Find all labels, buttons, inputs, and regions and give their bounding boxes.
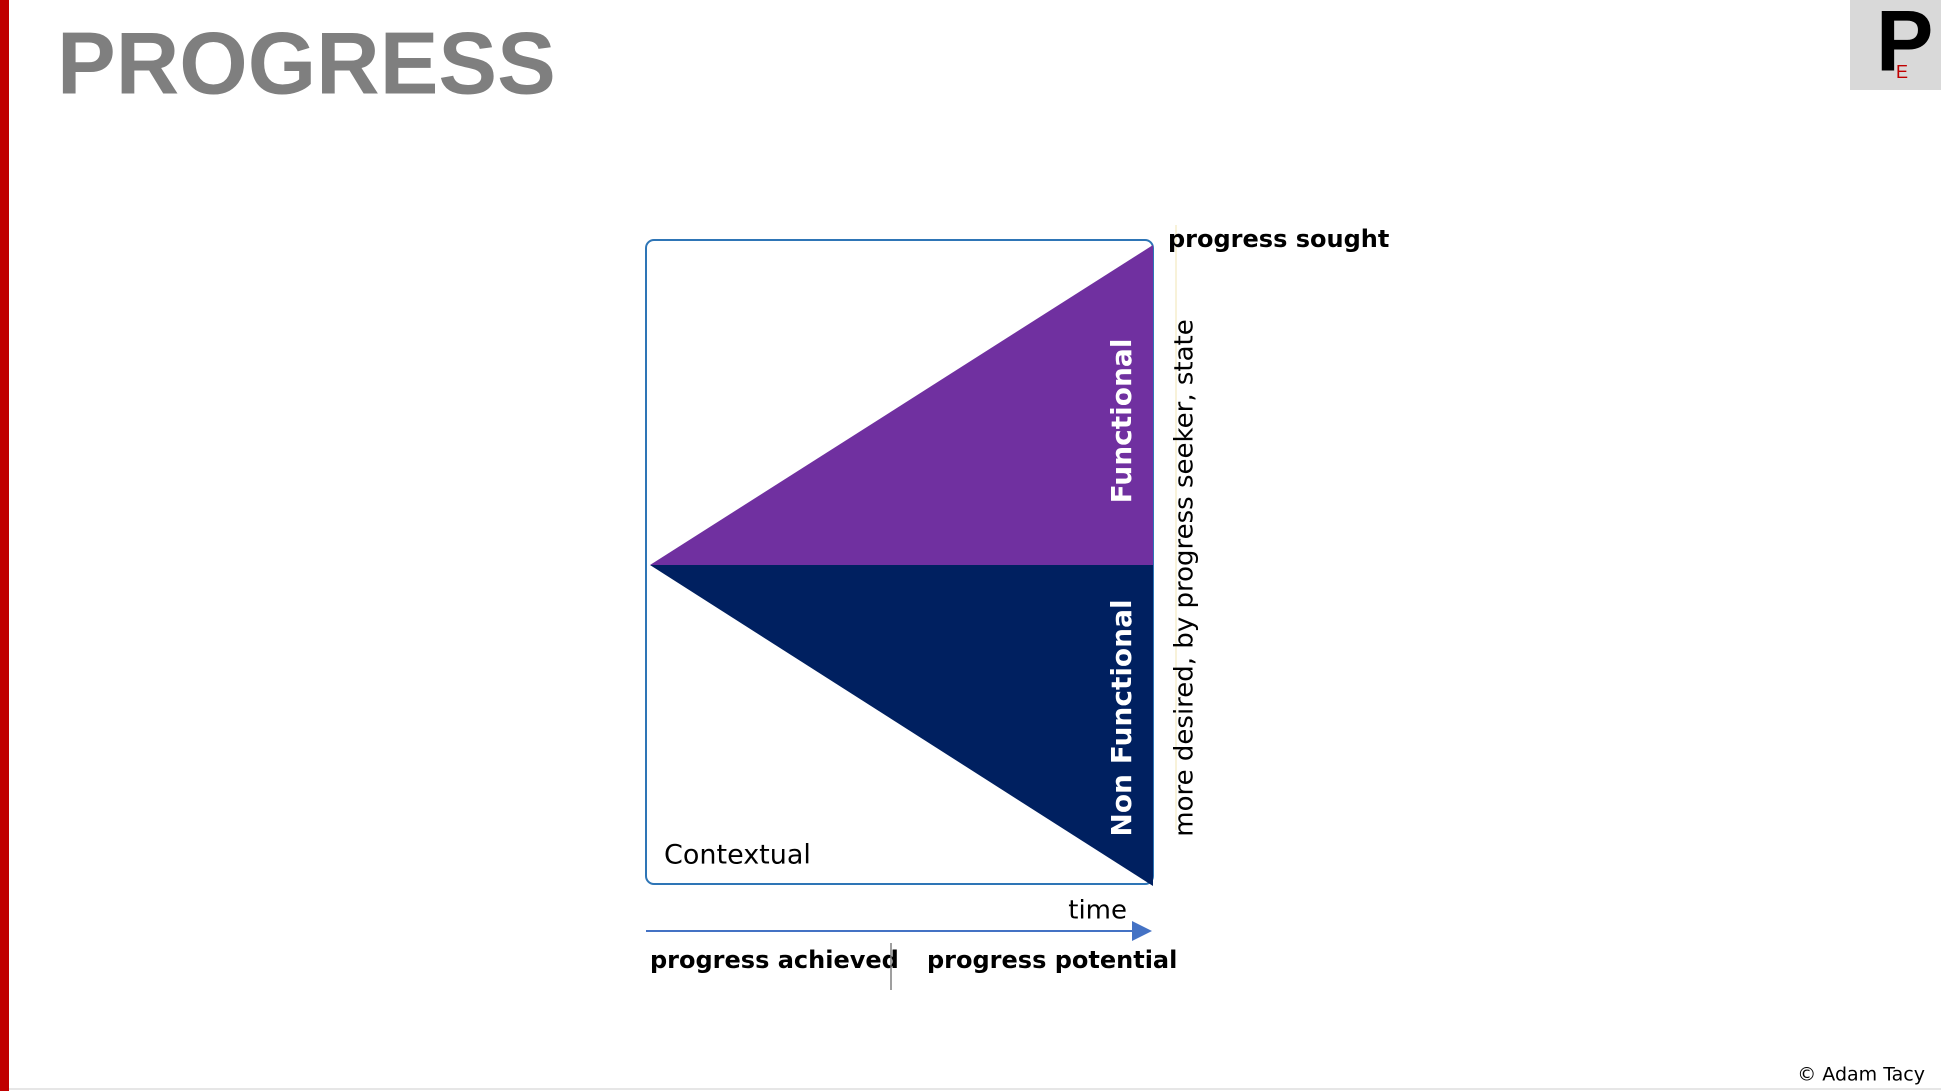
- corner-label: Contextual: [664, 840, 811, 871]
- right-label: progress potential: [927, 946, 1177, 974]
- left-label: progress achieved: [650, 946, 899, 974]
- top-label: progress sought: [1168, 225, 1389, 253]
- upper-region-label: Functional: [1105, 339, 1138, 504]
- logo-box: [1850, 0, 1941, 90]
- lower-region-label: Non Functional: [1105, 599, 1138, 836]
- axis-label: time: [1068, 896, 1127, 926]
- non-functional-region: [650, 565, 1153, 886]
- side-label: more desired, by progress seeker, state: [1170, 319, 1200, 836]
- copyright: © Adam Tacy: [1797, 1064, 1925, 1086]
- slide-title: PROGRESS: [57, 13, 556, 112]
- accent-bar: [0, 0, 9, 1091]
- logo-sub: E: [1896, 62, 1908, 82]
- functional-region: [650, 245, 1153, 565]
- logo-letter: P: [1876, 0, 1933, 90]
